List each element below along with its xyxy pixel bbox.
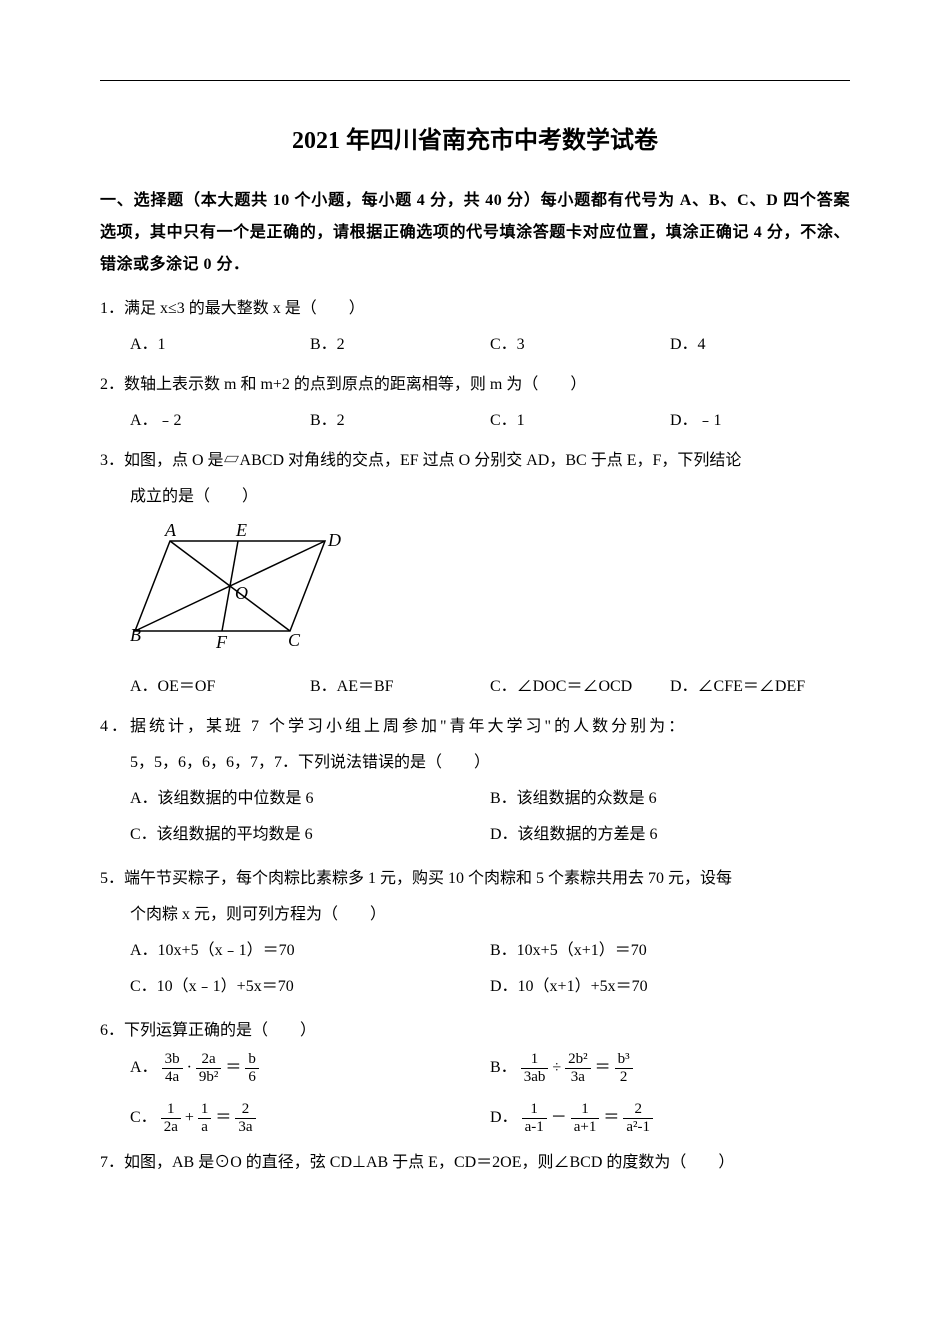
- q6a-n1: 3b: [162, 1051, 183, 1069]
- q6d-d1: a-1: [522, 1119, 547, 1136]
- q6b-n1: 1: [521, 1051, 549, 1069]
- q6-option-c: C． 12a + 1a ＝ 23a: [130, 1101, 490, 1135]
- q6b-n2: 2b²: [565, 1051, 591, 1069]
- q6c-op: +: [185, 1108, 194, 1127]
- q6c-d3: 3a: [235, 1119, 255, 1136]
- q6-text: 6．下列运算正确的是（ ）: [100, 1015, 850, 1047]
- q4-option-a: A．该组数据的中位数是 6: [130, 783, 490, 815]
- q3-text-1: 3．如图，点 O 是▱ABCD 对角线的交点，EF 过点 O 分别交 AD，BC…: [100, 445, 850, 477]
- q6d-n2: 1: [571, 1101, 600, 1119]
- q1-option-c: C．3: [490, 329, 670, 361]
- q6a-n3: b: [245, 1051, 259, 1069]
- q5-options: A．10x+5（x﹣1）＝70 B．10x+5（x+1）＝70 C．10（x﹣1…: [100, 935, 850, 1007]
- top-divider: [100, 80, 850, 81]
- question-3: 3．如图，点 O 是▱ABCD 对角线的交点，EF 过点 O 分别交 AD，BC…: [100, 445, 850, 703]
- q2-option-c: C．1: [490, 405, 670, 437]
- q6b-label: B．: [490, 1058, 517, 1077]
- q3-option-a: A．OE＝OF: [130, 671, 310, 703]
- q6c-d2: a: [198, 1119, 212, 1136]
- q3-option-d: D．∠CFE＝∠DEF: [670, 671, 850, 703]
- q4-options: A．该组数据的中位数是 6 B．该组数据的众数是 6 C．该组数据的平均数是 6…: [100, 783, 850, 855]
- q6d-d3: a²-1: [623, 1119, 653, 1136]
- q5-text-1: 5．端午节买粽子，每个肉粽比素粽多 1 元，购买 10 个肉粽和 5 个素粽共用…: [100, 863, 850, 895]
- q2-option-d: D．﹣1: [670, 405, 850, 437]
- label-a: A: [164, 521, 177, 540]
- question-6: 6．下列运算正确的是（ ） A． 3b4a · 2a9b² ＝ b6 B． 13…: [100, 1015, 850, 1139]
- q6a-n2: 2a: [196, 1051, 222, 1069]
- label-b: B: [130, 625, 141, 645]
- q2-option-a: A．﹣2: [130, 405, 310, 437]
- q3-options: A．OE＝OF B．AE＝BF C．∠DOC＝∠OCD D．∠CFE＝∠DEF: [100, 671, 850, 703]
- q6-option-a: A． 3b4a · 2a9b² ＝ b6: [130, 1051, 490, 1085]
- q4-option-b: B．该组数据的众数是 6: [490, 783, 850, 815]
- q6c-label: C．: [130, 1108, 157, 1127]
- q6c-d1: 2a: [161, 1119, 181, 1136]
- q6b-d1: 3ab: [521, 1069, 549, 1086]
- q6b-n3: b³: [615, 1051, 633, 1069]
- q4-option-c: C．该组数据的平均数是 6: [130, 819, 490, 851]
- q6b-d3: 2: [615, 1069, 633, 1086]
- q6d-eq: ＝: [603, 1108, 619, 1127]
- q6d-n3: 2: [623, 1101, 653, 1119]
- q3-figure: A D B C E F O: [130, 521, 850, 663]
- q6b-d2: 3a: [565, 1069, 591, 1086]
- q5-option-b: B．10x+5（x+1）＝70: [490, 935, 850, 967]
- q6c-n3: 2: [235, 1101, 255, 1119]
- q1-options: A．1 B．2 C．3 D．4: [100, 329, 850, 361]
- label-e: E: [235, 521, 247, 540]
- q6d-label: D．: [490, 1108, 518, 1127]
- question-5: 5．端午节买粽子，每个肉粽比素粽多 1 元，购买 10 个肉粽和 5 个素粽共用…: [100, 863, 850, 1007]
- q5-option-d: D．10（x+1）+5x＝70: [490, 971, 850, 1003]
- q5-option-a: A．10x+5（x﹣1）＝70: [130, 935, 490, 967]
- q6b-op: ÷: [552, 1058, 561, 1077]
- q6c-eq: ＝: [215, 1108, 231, 1127]
- label-c: C: [288, 630, 301, 650]
- q4-text-1: 4．据统计，某班 7 个学习小组上周参加"青年大学习"的人数分别为：: [100, 711, 850, 743]
- page: 2021 年四川省南充市中考数学试卷 一、选择题（本大题共 10 个小题，每小题…: [0, 0, 950, 1344]
- q6a-d3: 6: [245, 1069, 259, 1086]
- q1-text: 1．满足 x≤3 的最大整数 x 是（ ）: [100, 293, 850, 325]
- question-1: 1．满足 x≤3 的最大整数 x 是（ ） A．1 B．2 C．3 D．4: [100, 293, 850, 361]
- q1-option-d: D．4: [670, 329, 850, 361]
- content-area: 2021 年四川省南充市中考数学试卷 一、选择题（本大题共 10 个小题，每小题…: [100, 120, 850, 1187]
- q4-option-d: D．该组数据的方差是 6: [490, 819, 850, 851]
- label-o: O: [235, 583, 248, 603]
- q5-text-2: 个肉粽 x 元，则可列方程为（ ）: [100, 899, 850, 931]
- q2-options: A．﹣2 B．2 C．1 D．﹣1: [100, 405, 850, 437]
- q1-option-a: A．1: [130, 329, 310, 361]
- exam-title: 2021 年四川省南充市中考数学试卷: [100, 120, 850, 155]
- q3-option-c: C．∠DOC＝∠OCD: [490, 671, 670, 703]
- parallelogram-diagram: A D B C E F O: [130, 521, 350, 651]
- q6a-d2: 9b²: [196, 1069, 222, 1086]
- question-2: 2．数轴上表示数 m 和 m+2 的点到原点的距离相等，则 m 为（ ） A．﹣…: [100, 369, 850, 437]
- question-7: 7．如图，AB 是⊙O 的直径，弦 CD⊥AB 于点 E，CD＝2OE，则∠BC…: [100, 1147, 850, 1179]
- q6a-d1: 4a: [162, 1069, 183, 1086]
- q5-option-c: C．10（x﹣1）+5x＝70: [130, 971, 490, 1003]
- q6a-eq: ＝: [225, 1058, 241, 1077]
- q6a-label: A．: [130, 1058, 158, 1077]
- q3-option-b: B．AE＝BF: [310, 671, 490, 703]
- q6a-op: ·: [187, 1058, 192, 1077]
- section-instructions: 一、选择题（本大题共 10 个小题，每小题 4 分，共 40 分）每小题都有代号…: [100, 185, 850, 281]
- question-4: 4．据统计，某班 7 个学习小组上周参加"青年大学习"的人数分别为： 5，5，6…: [100, 711, 850, 855]
- q6d-op: －: [551, 1108, 567, 1127]
- q6d-d2: a+1: [571, 1119, 600, 1136]
- q6-option-d: D． 1a-1 － 1a+1 ＝ 2a²-1: [490, 1101, 850, 1135]
- q1-option-b: B．2: [310, 329, 490, 361]
- q6c-n1: 1: [161, 1101, 181, 1119]
- q4-text-2: 5，5，6，6，6，7，7．下列说法错误的是（ ）: [100, 747, 850, 779]
- q6b-eq: ＝: [595, 1058, 611, 1077]
- q6d-n1: 1: [522, 1101, 547, 1119]
- q6-options: A． 3b4a · 2a9b² ＝ b6 B． 13ab ÷ 2b²3a ＝ b…: [100, 1051, 850, 1139]
- label-f: F: [215, 632, 228, 651]
- q7-text: 7．如图，AB 是⊙O 的直径，弦 CD⊥AB 于点 E，CD＝2OE，则∠BC…: [100, 1147, 850, 1179]
- q6-option-b: B． 13ab ÷ 2b²3a ＝ b³2: [490, 1051, 850, 1085]
- q2-option-b: B．2: [310, 405, 490, 437]
- q2-text: 2．数轴上表示数 m 和 m+2 的点到原点的距离相等，则 m 为（ ）: [100, 369, 850, 401]
- q6c-n2: 1: [198, 1101, 212, 1119]
- label-d: D: [327, 530, 341, 550]
- q3-text-2: 成立的是（ ）: [100, 481, 850, 513]
